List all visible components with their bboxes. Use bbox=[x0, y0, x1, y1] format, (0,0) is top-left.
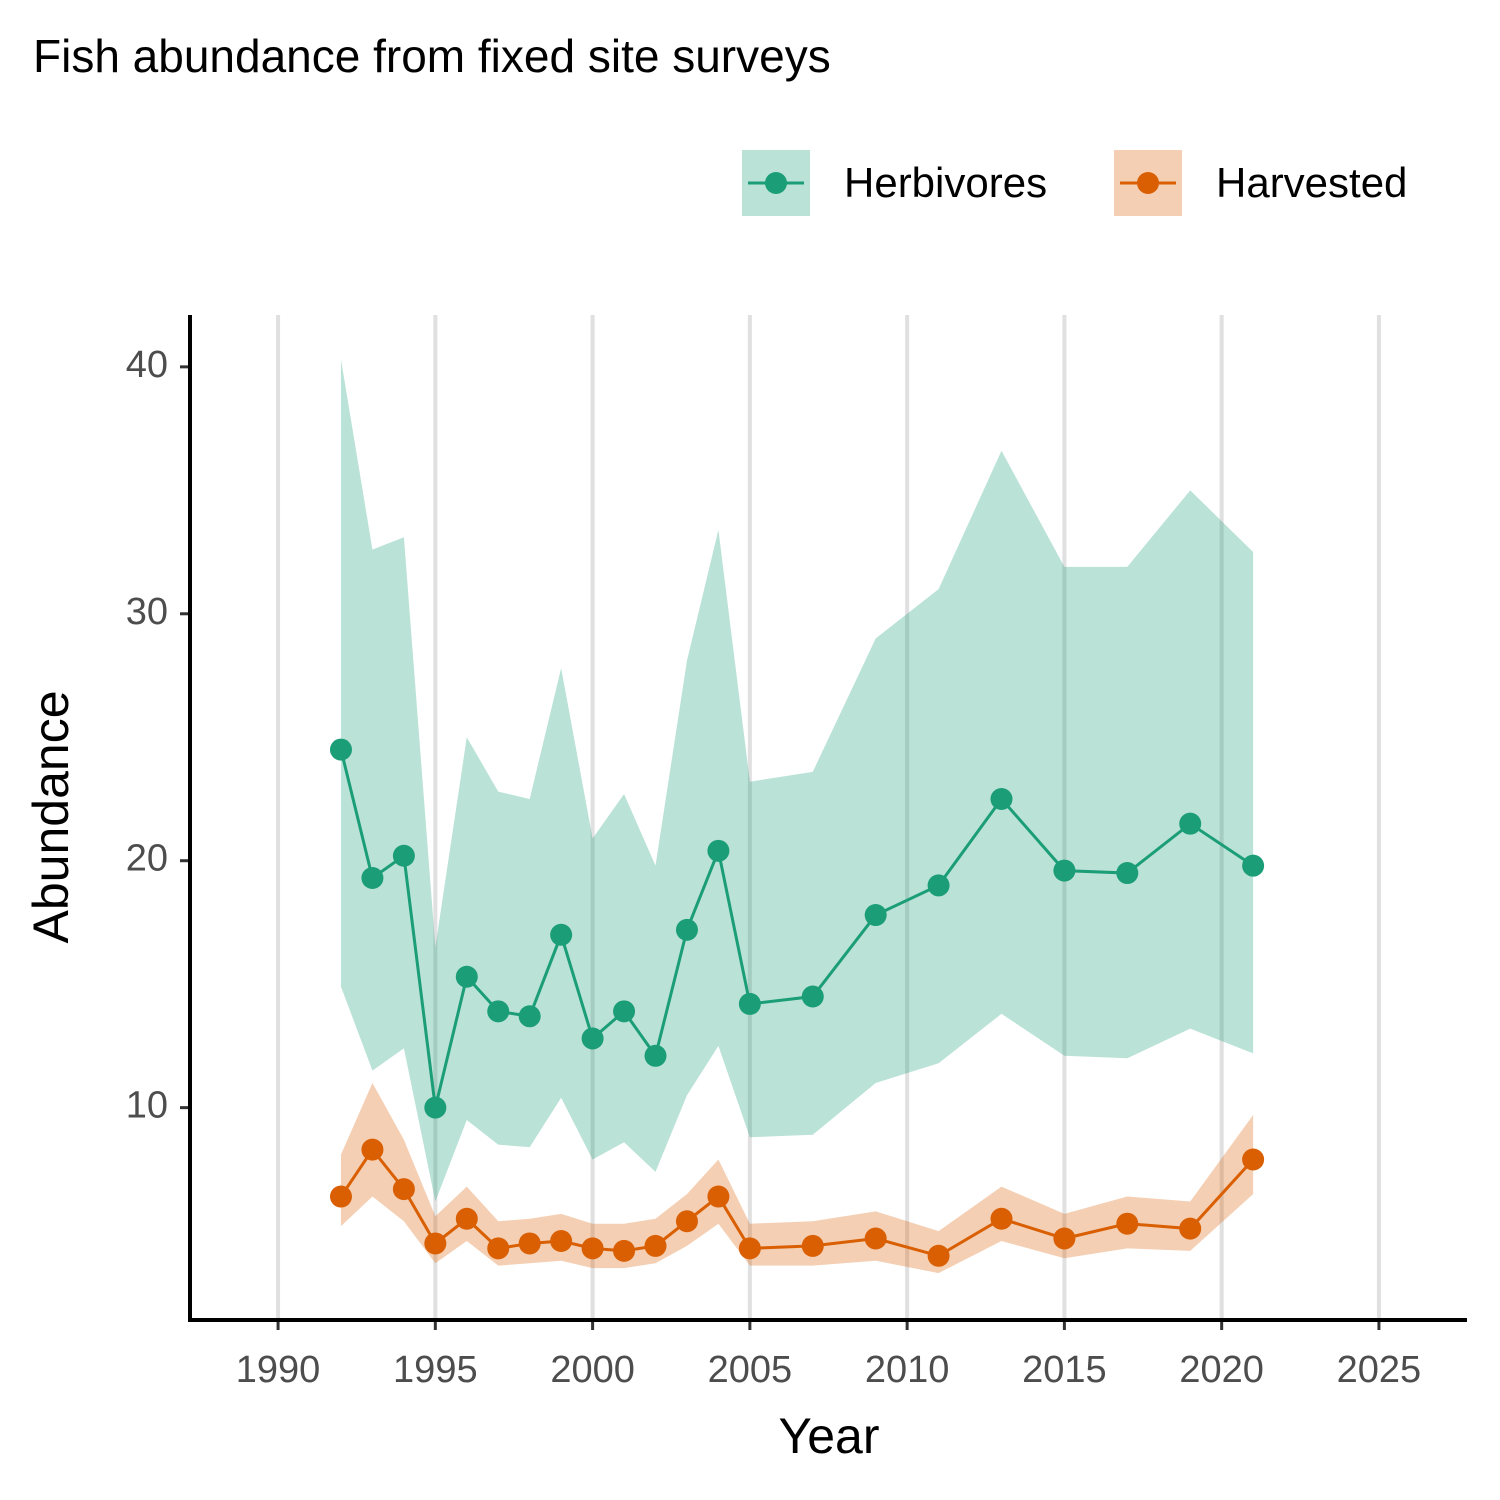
data-point bbox=[487, 1237, 510, 1260]
y-tick-label: 30 bbox=[126, 591, 168, 633]
data-point bbox=[864, 904, 887, 927]
series-line bbox=[339, 1147, 1255, 1258]
x-tick-label: 2025 bbox=[1337, 1349, 1422, 1391]
legend-key-point bbox=[1137, 172, 1159, 194]
data-point bbox=[1242, 1148, 1265, 1171]
y-tick-label: 10 bbox=[126, 1085, 168, 1127]
data-point bbox=[455, 965, 478, 988]
x-tick-label: 2005 bbox=[708, 1349, 793, 1391]
data-point bbox=[990, 787, 1013, 810]
data-point bbox=[1116, 1212, 1139, 1235]
series-line bbox=[339, 749, 1254, 1108]
x-axis-title: Year bbox=[778, 1408, 879, 1464]
data-point bbox=[801, 1234, 824, 1257]
data-point bbox=[864, 1227, 887, 1250]
data-point bbox=[990, 1207, 1013, 1230]
y-axis-title: Abundance bbox=[23, 690, 79, 943]
data-point bbox=[675, 1210, 698, 1233]
data-point bbox=[581, 1237, 604, 1260]
data-point bbox=[644, 1234, 667, 1257]
data-point bbox=[738, 992, 761, 1015]
data-point bbox=[518, 1005, 541, 1028]
data-point bbox=[613, 1000, 636, 1023]
data-point bbox=[361, 866, 384, 889]
data-point bbox=[455, 1207, 478, 1230]
data-point bbox=[487, 1000, 510, 1023]
data-point bbox=[1116, 862, 1139, 885]
data-point bbox=[550, 923, 573, 946]
y-tick-label: 20 bbox=[126, 838, 168, 880]
data-point bbox=[927, 874, 950, 897]
data-point bbox=[613, 1239, 636, 1262]
x-tick-label: 1990 bbox=[236, 1349, 321, 1391]
x-tick-label: 1995 bbox=[393, 1349, 478, 1391]
data-point bbox=[1242, 854, 1265, 877]
data-point bbox=[518, 1232, 541, 1255]
data-point bbox=[644, 1044, 667, 1067]
data-point bbox=[675, 918, 698, 941]
ribbon bbox=[340, 359, 1254, 1202]
data-point bbox=[1053, 1227, 1076, 1250]
data-point bbox=[1053, 859, 1076, 882]
legend-label: Harvested bbox=[1216, 159, 1407, 206]
data-point bbox=[707, 839, 730, 862]
data-point bbox=[392, 844, 415, 867]
x-tick-label: 2015 bbox=[1022, 1349, 1107, 1391]
y-tick-label: 40 bbox=[126, 344, 168, 386]
legend-label: Herbivores bbox=[844, 159, 1047, 206]
x-tick-label: 2010 bbox=[865, 1349, 950, 1391]
x-tick-label: 2000 bbox=[550, 1349, 635, 1391]
data-point bbox=[550, 1229, 573, 1252]
data-point bbox=[1179, 812, 1202, 835]
data-point bbox=[424, 1096, 447, 1119]
data-point bbox=[329, 1185, 352, 1208]
data-point bbox=[738, 1237, 761, 1260]
data-point bbox=[801, 985, 824, 1008]
data-point bbox=[927, 1244, 950, 1267]
legend-key-point bbox=[765, 172, 787, 194]
data-point bbox=[392, 1178, 415, 1201]
data-point bbox=[329, 738, 352, 761]
x-tick-label: 2020 bbox=[1179, 1349, 1264, 1391]
data-point bbox=[1179, 1217, 1202, 1240]
data-point bbox=[361, 1138, 384, 1161]
data-point bbox=[581, 1027, 604, 1050]
chart-title: Fish abundance from fixed site surveys bbox=[33, 30, 831, 82]
data-point bbox=[424, 1232, 447, 1255]
data-point bbox=[707, 1185, 730, 1208]
